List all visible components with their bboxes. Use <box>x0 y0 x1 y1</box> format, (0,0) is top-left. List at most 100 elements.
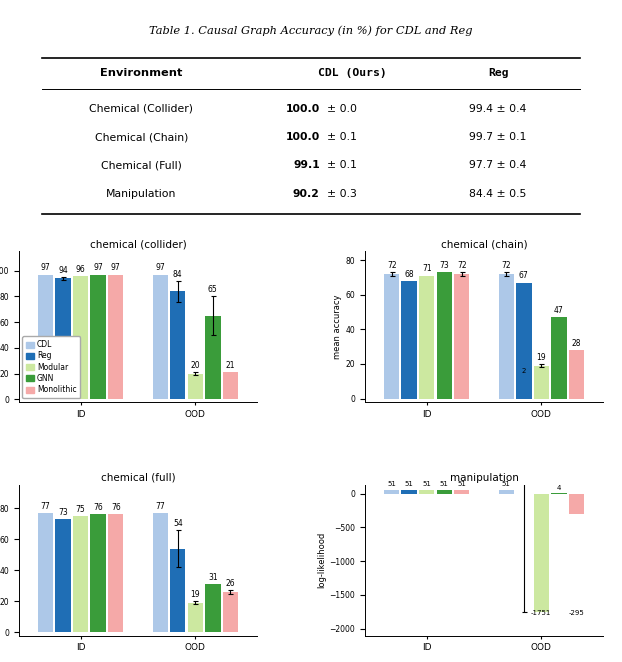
Bar <box>170 291 185 399</box>
Text: CDL (Ours): CDL (Ours) <box>318 68 386 78</box>
Text: 72: 72 <box>501 261 511 270</box>
Title: chemical (full): chemical (full) <box>101 473 175 483</box>
Text: 65: 65 <box>208 285 218 294</box>
Text: 51: 51 <box>440 481 448 487</box>
Text: 72: 72 <box>457 261 466 270</box>
Bar <box>108 514 123 632</box>
Text: 54: 54 <box>173 518 183 528</box>
Bar <box>401 490 417 494</box>
Text: -1751: -1751 <box>531 610 552 616</box>
Text: 67: 67 <box>519 271 529 280</box>
Bar <box>454 274 470 399</box>
Text: 100.0: 100.0 <box>285 132 320 142</box>
Text: -295: -295 <box>569 610 584 616</box>
Text: 84: 84 <box>173 269 183 279</box>
Bar <box>569 350 584 399</box>
Text: 99.4 ± 0.4: 99.4 ± 0.4 <box>470 104 527 114</box>
Bar <box>188 603 203 632</box>
Title: chemical (collider): chemical (collider) <box>90 239 187 249</box>
Text: Chemical (Full): Chemical (Full) <box>101 160 182 170</box>
Bar <box>534 365 549 399</box>
Text: 97: 97 <box>41 263 50 272</box>
Text: ± 0.3: ± 0.3 <box>320 189 356 199</box>
Title: chemical (chain): chemical (chain) <box>441 239 527 249</box>
Text: 97.7 ± 0.4: 97.7 ± 0.4 <box>470 160 527 170</box>
Text: ± 0.1: ± 0.1 <box>320 132 356 142</box>
Bar <box>499 490 514 494</box>
Text: 71: 71 <box>422 264 432 273</box>
Text: ± 0.1: ± 0.1 <box>320 160 356 170</box>
Text: 76: 76 <box>93 503 103 512</box>
Text: 84.4 ± 0.5: 84.4 ± 0.5 <box>470 189 527 199</box>
Bar <box>38 275 53 399</box>
Title: manipulation: manipulation <box>450 473 519 483</box>
Bar <box>223 373 238 399</box>
Bar <box>534 494 549 612</box>
Bar <box>499 274 514 399</box>
Text: 19: 19 <box>537 353 546 361</box>
Text: 26: 26 <box>226 579 235 589</box>
Bar <box>401 281 417 399</box>
Text: 68: 68 <box>404 269 414 279</box>
Text: 51: 51 <box>405 481 414 487</box>
Text: Environment: Environment <box>100 68 183 78</box>
Text: 75: 75 <box>76 504 86 514</box>
Bar <box>205 585 221 632</box>
Bar <box>188 373 203 399</box>
Bar <box>90 514 106 632</box>
Text: 28: 28 <box>572 339 581 348</box>
Text: 47: 47 <box>554 306 564 315</box>
Legend: CDL, Reg, Modular, GNN, Monolithic: CDL, Reg, Modular, GNN, Monolithic <box>22 336 80 399</box>
Text: 4: 4 <box>557 485 561 491</box>
Text: 97: 97 <box>111 263 121 272</box>
Text: 51: 51 <box>457 481 466 487</box>
Text: 99.7 ± 0.1: 99.7 ± 0.1 <box>470 132 527 142</box>
Text: Manipulation: Manipulation <box>106 189 177 199</box>
Text: 19: 19 <box>190 590 200 599</box>
Text: 77: 77 <box>41 502 50 510</box>
Bar <box>38 513 53 632</box>
Bar <box>205 316 221 399</box>
Text: 90.2: 90.2 <box>293 189 320 199</box>
Bar <box>73 516 88 632</box>
Bar <box>516 283 532 399</box>
Text: 100.0: 100.0 <box>285 104 320 114</box>
Text: 21: 21 <box>226 361 235 370</box>
Bar <box>152 275 168 399</box>
Text: 97: 97 <box>93 263 103 272</box>
Text: 72: 72 <box>387 261 396 270</box>
Bar <box>170 549 185 632</box>
Bar <box>437 272 452 399</box>
Bar <box>384 490 399 494</box>
Bar <box>152 513 168 632</box>
Text: 2: 2 <box>522 367 526 373</box>
Text: 31: 31 <box>208 573 218 582</box>
Bar <box>73 276 88 399</box>
Text: 73: 73 <box>439 261 449 270</box>
Bar <box>569 494 584 514</box>
Text: Table 1. Causal Graph Accuracy (in %) for CDL and Reg: Table 1. Causal Graph Accuracy (in %) fo… <box>149 26 473 36</box>
Bar <box>419 275 434 399</box>
Bar <box>419 490 434 494</box>
Text: Reg: Reg <box>488 68 508 78</box>
Text: Chemical (Collider): Chemical (Collider) <box>90 104 193 114</box>
Bar <box>223 592 238 632</box>
Text: 77: 77 <box>156 502 165 510</box>
Text: 99.1: 99.1 <box>293 160 320 170</box>
Text: 73: 73 <box>58 508 68 517</box>
Y-axis label: log-likelihood: log-likelihood <box>317 532 327 589</box>
Text: Chemical (Chain): Chemical (Chain) <box>95 132 188 142</box>
Bar <box>108 275 123 399</box>
Bar <box>454 490 470 494</box>
Text: 76: 76 <box>111 503 121 512</box>
Text: 94: 94 <box>58 266 68 275</box>
Text: 20: 20 <box>190 361 200 370</box>
Bar <box>551 317 567 399</box>
Bar <box>90 275 106 399</box>
Bar <box>384 274 399 399</box>
Bar <box>55 519 71 632</box>
Text: 96: 96 <box>76 265 86 273</box>
Text: ± 0.0: ± 0.0 <box>320 104 357 114</box>
Text: 51: 51 <box>422 481 431 487</box>
Text: 51: 51 <box>502 481 511 487</box>
